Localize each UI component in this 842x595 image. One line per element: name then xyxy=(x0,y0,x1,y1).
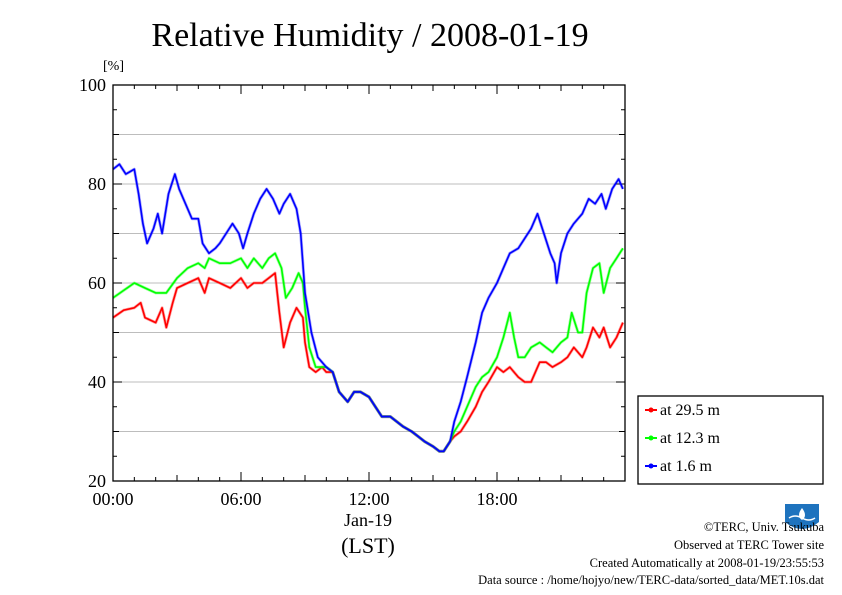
y-tick-label: 60 xyxy=(88,273,106,293)
legend-marker xyxy=(648,435,654,441)
y-tick-label: 80 xyxy=(88,174,106,194)
legend: at 29.5 m at 12.3 m at 1.6 m xyxy=(637,395,824,485)
series-halo-at-1-6-m xyxy=(112,162,625,453)
plot-frame xyxy=(112,84,626,482)
x-tick-label: 06:00 xyxy=(220,489,261,509)
series-line-at-1-6-m xyxy=(112,163,624,453)
series-lines xyxy=(112,162,625,453)
chart-title: Relative Humidity / 2008-01-19 xyxy=(151,17,588,54)
series-line-at-12-3-m xyxy=(112,247,624,453)
x-tick-label: 18:00 xyxy=(476,489,517,509)
credit-site: Observed at TERC Tower site xyxy=(673,538,824,552)
y-unit-label: [%] xyxy=(103,59,124,74)
series-line-at-29-5-m xyxy=(112,272,624,453)
legend-marker xyxy=(648,463,654,469)
credit-created: Created Automatically at 2008-01-19/23:5… xyxy=(589,556,824,570)
y-axis-ticks: 20 40 60 80 100 xyxy=(79,75,625,491)
grid xyxy=(113,134,625,432)
credit-copyright: ©TERC, Univ. Tsukuba xyxy=(703,520,824,534)
x-axis-ticks: 00:00 06:00 12:00 18:00 xyxy=(92,85,626,509)
x-tick-label: 00:00 xyxy=(92,489,133,509)
legend-label: at 1.6 m xyxy=(660,458,713,475)
y-tick-label: 40 xyxy=(88,372,106,392)
terc-logo-icon xyxy=(785,504,819,529)
x-date-label: Jan-19 xyxy=(344,510,392,530)
x-tick-label: 12:00 xyxy=(348,489,389,509)
legend-label: at 12.3 m xyxy=(660,430,721,447)
credit-source: Data source : /home/hojyo/new/TERC-data/… xyxy=(478,573,824,587)
legend-marker xyxy=(648,407,654,413)
legend-label: at 29.5 m xyxy=(660,402,721,419)
y-tick-label: 100 xyxy=(79,75,106,95)
x-axis-label: (LST) xyxy=(341,533,395,558)
y-tick-label: 20 xyxy=(88,471,106,491)
legend-box xyxy=(637,395,824,485)
series-halo-at-12-3-m xyxy=(112,247,625,453)
